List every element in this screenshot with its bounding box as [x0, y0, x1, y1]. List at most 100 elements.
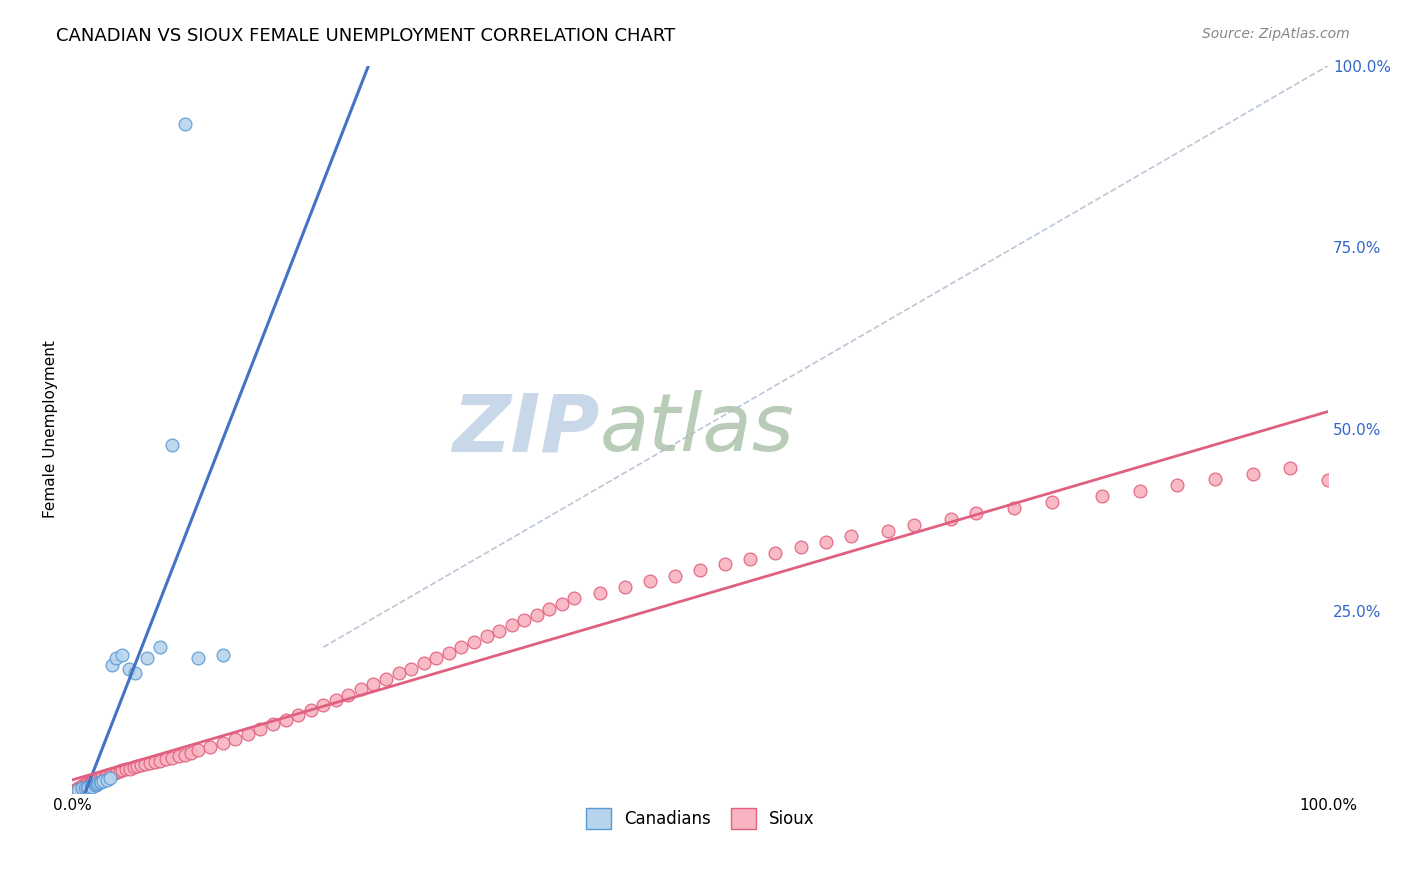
Point [363, 676, 385, 690]
Point [475, 629, 498, 643]
Point [70, 781, 93, 796]
Point [564, 591, 586, 605]
Point [83, 778, 105, 792]
Point [174, 117, 197, 131]
Point [111, 648, 134, 662]
Point [211, 736, 233, 750]
Text: Source: ZipAtlas.com: Source: ZipAtlas.com [1202, 27, 1350, 41]
Point [740, 551, 762, 566]
Point [714, 558, 737, 572]
Point [1317, 473, 1340, 487]
Legend: Canadians, Sioux: Canadians, Sioux [579, 802, 821, 835]
Point [136, 651, 159, 665]
Point [93, 774, 115, 789]
Text: atlas: atlas [599, 390, 794, 468]
Point [104, 651, 127, 665]
Point [101, 658, 124, 673]
Point [1166, 478, 1188, 492]
Point [789, 540, 811, 554]
Point [167, 749, 190, 764]
Point [526, 607, 548, 622]
Point [63, 783, 86, 797]
Point [399, 662, 422, 676]
Point [149, 640, 172, 655]
Point [72, 778, 94, 792]
Point [69, 780, 91, 794]
Point [122, 760, 145, 774]
Point [108, 764, 131, 778]
Point [117, 662, 139, 676]
Point [111, 763, 134, 777]
Point [839, 529, 862, 543]
Point [450, 640, 472, 655]
Point [143, 755, 166, 769]
Point [83, 773, 105, 788]
Point [274, 713, 297, 727]
Point [941, 512, 963, 526]
Point [287, 707, 309, 722]
Point [149, 754, 172, 768]
Point [337, 688, 360, 702]
Point [87, 776, 110, 790]
Point [613, 580, 636, 594]
Point [262, 717, 284, 731]
Point [129, 758, 152, 772]
Point [67, 782, 90, 797]
Point [96, 768, 118, 782]
Point [814, 534, 837, 549]
Point [86, 772, 108, 786]
Point [425, 651, 447, 665]
Point [127, 759, 149, 773]
Point [89, 771, 111, 785]
Point [115, 763, 138, 777]
Point [86, 777, 108, 791]
Point [90, 774, 112, 789]
Point [82, 780, 104, 794]
Point [375, 672, 398, 686]
Point [236, 727, 259, 741]
Point [174, 747, 197, 762]
Point [187, 743, 209, 757]
Point [638, 574, 661, 588]
Point [98, 771, 121, 785]
Point [89, 775, 111, 789]
Point [105, 765, 128, 780]
Point [1204, 472, 1226, 486]
Point [75, 777, 97, 791]
Point [77, 780, 100, 794]
Point [249, 723, 271, 737]
Text: CANADIAN VS SIOUX FEMALE UNEMPLOYMENT CORRELATION CHART: CANADIAN VS SIOUX FEMALE UNEMPLOYMENT CO… [56, 27, 675, 45]
Point [104, 766, 127, 780]
Point [93, 770, 115, 784]
Point [80, 779, 103, 793]
Point [538, 601, 561, 615]
Point [765, 546, 787, 560]
Point [513, 613, 536, 627]
Point [437, 646, 460, 660]
Point [903, 518, 925, 533]
Point [325, 692, 347, 706]
Point [96, 772, 118, 787]
Point [69, 781, 91, 796]
Point [501, 618, 523, 632]
Point [187, 651, 209, 665]
Point [350, 682, 373, 697]
Point [84, 778, 107, 792]
Point [91, 771, 114, 785]
Point [73, 778, 96, 792]
Point [224, 731, 246, 746]
Point [180, 746, 202, 760]
Point [877, 524, 900, 538]
Point [1129, 483, 1152, 498]
Point [488, 624, 510, 639]
Y-axis label: Female Unemployment: Female Unemployment [44, 340, 58, 518]
Point [80, 774, 103, 789]
Point [65, 782, 87, 797]
Point [1002, 500, 1025, 515]
Point [76, 776, 98, 790]
Point [551, 597, 574, 611]
Point [299, 703, 322, 717]
Point [162, 438, 184, 452]
Point [1241, 467, 1264, 482]
Point [69, 780, 91, 795]
